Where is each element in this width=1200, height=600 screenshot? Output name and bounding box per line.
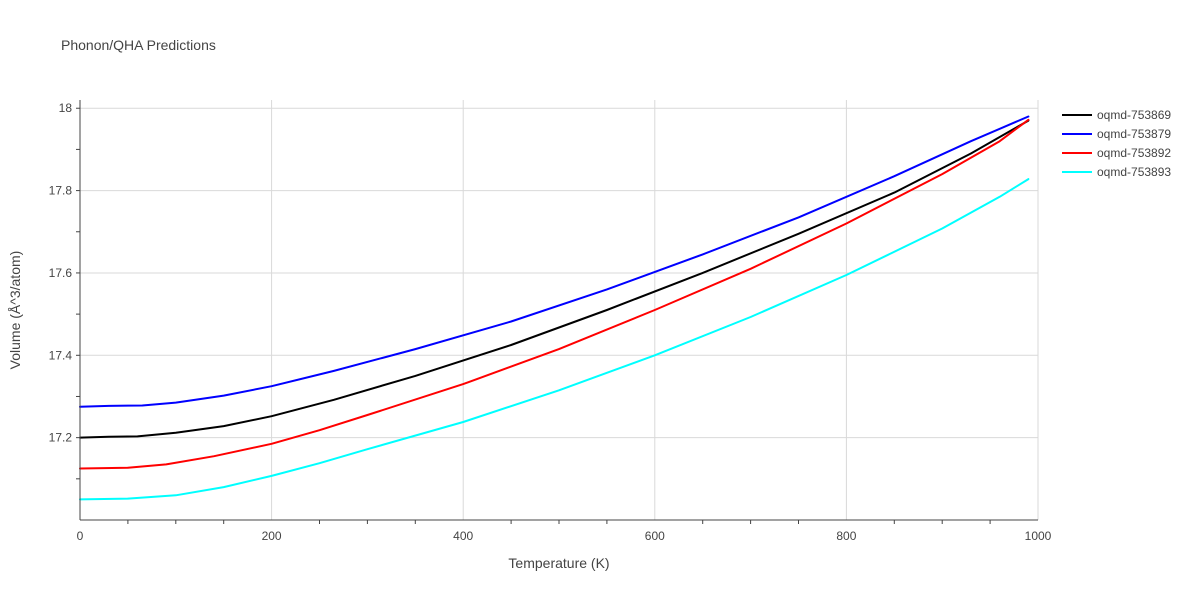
legend-label: oqmd-753869	[1097, 108, 1171, 122]
legend-label: oqmd-753879	[1097, 127, 1171, 141]
x-tick-label: 400	[453, 529, 473, 543]
series-line-oqmd-753879	[79, 115, 1030, 408]
y-axis-title: Volume (Å^3/atom)	[7, 251, 23, 370]
series-line-oqmd-753869	[79, 119, 1030, 439]
x-tick-label: 800	[836, 529, 856, 543]
legend-label: oqmd-753892	[1097, 146, 1171, 160]
x-tick-label: 0	[77, 529, 84, 543]
y-tick-label: 17.8	[49, 184, 73, 198]
legend-item-oqmd-753869[interactable]: oqmd-753869	[1062, 108, 1171, 122]
series-line-oqmd-753893	[79, 178, 1030, 501]
series-line-oqmd-753892	[79, 118, 1030, 470]
y-tick-label: 17.4	[49, 348, 73, 362]
chart-title: Phonon/QHA Predictions	[61, 37, 216, 53]
legend-label: oqmd-753893	[1097, 165, 1171, 179]
y-tick-label: 17.2	[49, 431, 73, 445]
plot-area	[79, 115, 1030, 501]
x-tick-label: 1000	[1025, 529, 1052, 543]
legend[interactable]: oqmd-753869 oqmd-753879 oqmd-753892 oqmd-75…	[1062, 108, 1171, 179]
x-tick-label: 200	[262, 529, 282, 543]
legend-item-oqmd-753893[interactable]: oqmd-753893	[1062, 165, 1171, 179]
y-tick-label: 18	[59, 101, 73, 115]
legend-item-oqmd-753892[interactable]: oqmd-753892	[1062, 146, 1171, 160]
legend-item-oqmd-753879[interactable]: oqmd-753879	[1062, 127, 1171, 141]
y-tick-label: 17.6	[49, 266, 73, 280]
grid	[80, 100, 1039, 520]
x-tick-label: 600	[645, 529, 665, 543]
x-axis-title: Temperature (K)	[508, 555, 609, 571]
axes: 0 200 400 600 800 1000 17.2 17.4 17.6 17.8 18	[49, 100, 1052, 543]
